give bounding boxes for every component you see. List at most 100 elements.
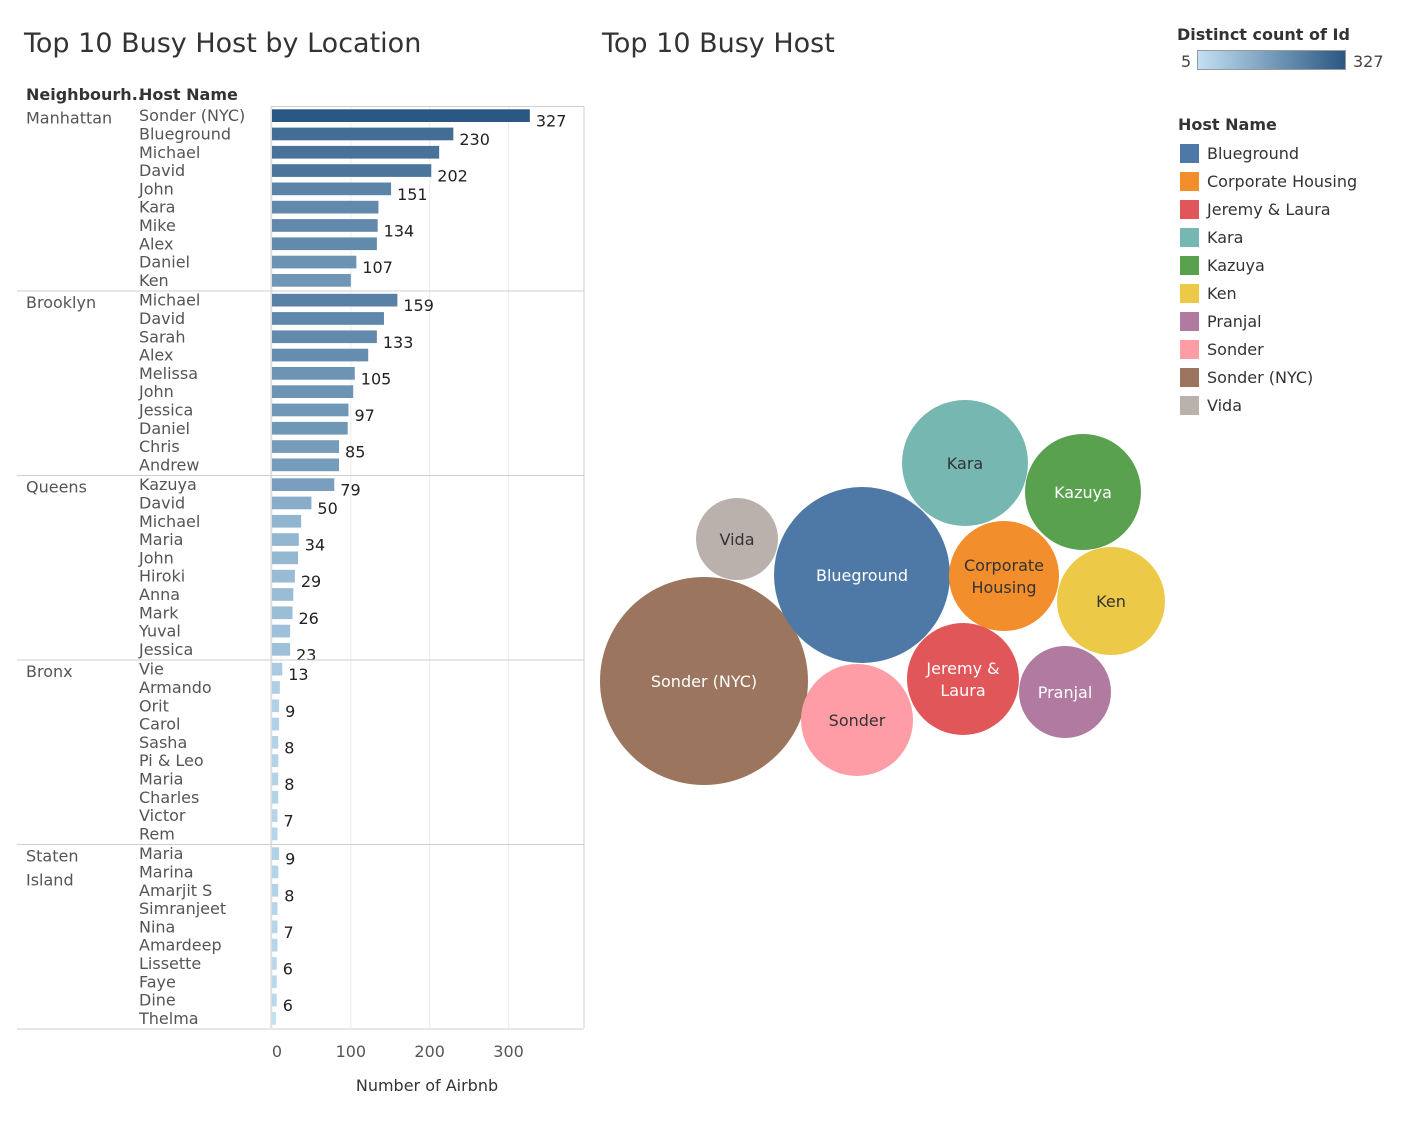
host-label: John [138, 179, 174, 198]
host-label: Chris [139, 437, 180, 456]
bubble-circle[interactable] [696, 498, 778, 580]
bubble-circle[interactable] [1057, 547, 1165, 655]
bubble[interactable]: Jeremy & Laura [907, 623, 1019, 735]
legend-item[interactable]: Kazuya [1180, 251, 1357, 279]
bar[interactable] [272, 1012, 276, 1025]
bar[interactable] [272, 348, 369, 362]
bar[interactable] [272, 883, 279, 897]
neighbourhood-label: Staten [26, 847, 79, 866]
bar[interactable] [272, 478, 335, 491]
bubble[interactable]: Sonder [801, 664, 913, 776]
bar[interactable] [272, 827, 278, 841]
bar[interactable] [272, 145, 440, 159]
bar[interactable] [272, 274, 351, 287]
bar[interactable] [272, 496, 312, 510]
bubble[interactable]: Kazuya [1025, 434, 1141, 550]
bar[interactable] [272, 772, 279, 786]
bar[interactable] [272, 514, 302, 528]
bar[interactable] [272, 255, 357, 269]
bubble-circle[interactable] [949, 521, 1059, 631]
bar[interactable] [272, 902, 278, 915]
bubble-circle[interactable] [1025, 434, 1141, 550]
bubble[interactable]: Vida [696, 498, 778, 580]
bar[interactable] [272, 938, 278, 952]
bar[interactable] [272, 643, 291, 656]
bar[interactable] [272, 717, 280, 731]
bubble-label: Kara [947, 454, 983, 473]
legend-item[interactable]: Pranjal [1180, 308, 1357, 336]
bubble-circle[interactable] [1019, 646, 1111, 738]
bar[interactable] [272, 440, 340, 453]
host-label: Thelma [138, 1009, 199, 1028]
bubble[interactable]: Ken [1057, 547, 1165, 655]
bubble[interactable]: Corporate Housing [949, 521, 1059, 631]
bubble[interactable]: Blueground [774, 487, 950, 663]
bar-value-label: 105 [361, 369, 392, 388]
bar[interactable] [272, 920, 278, 934]
bubble-label: Vida [720, 530, 755, 549]
bar[interactable] [272, 200, 379, 214]
legend-swatch [1180, 368, 1199, 388]
host-label: John [138, 382, 174, 401]
bar[interactable] [272, 533, 299, 546]
host-label: Ken [139, 271, 169, 290]
bar[interactable] [272, 569, 295, 583]
bar[interactable] [272, 957, 277, 970]
bar[interactable] [272, 182, 392, 196]
bar[interactable] [272, 662, 283, 676]
bar[interactable] [272, 809, 278, 822]
bar[interactable] [272, 754, 279, 767]
legend-swatch [1180, 199, 1199, 219]
bar[interactable] [272, 403, 349, 417]
bar[interactable] [272, 330, 377, 344]
bubble-circle[interactable] [902, 400, 1028, 526]
bubble[interactable]: Pranjal [1019, 646, 1111, 738]
bar[interactable] [272, 736, 279, 749]
bubble[interactable]: Sonder (NYC) [600, 577, 808, 785]
legend-swatch [1180, 227, 1199, 247]
bar[interactable] [272, 993, 277, 1007]
bar[interactable] [272, 624, 291, 638]
host-label: Melissa [139, 364, 198, 383]
bar[interactable] [272, 385, 354, 398]
bar-chart: Neighbourh..Host Name Sonder (NYC) 327 Blue… [17, 85, 585, 1095]
bar-value-label: 97 [354, 406, 374, 425]
legend-item[interactable]: Ken [1180, 279, 1357, 307]
bubble-circle[interactable] [907, 623, 1019, 735]
bar[interactable] [272, 847, 280, 860]
bar[interactable] [272, 312, 384, 325]
bar[interactable] [272, 293, 398, 307]
legend-item[interactable]: Sonder [1180, 336, 1357, 364]
bar[interactable] [272, 681, 280, 694]
legend-item[interactable]: Sonder (NYC) [1180, 364, 1357, 392]
bar[interactable] [272, 367, 355, 380]
legend-item[interactable]: Kara [1180, 223, 1357, 251]
legend-item[interactable]: Corporate Housing [1180, 167, 1357, 195]
bar[interactable] [272, 865, 279, 879]
bar[interactable] [272, 164, 432, 177]
legend-label: Sonder (NYC) [1207, 368, 1314, 388]
legend-item[interactable]: Blueground [1180, 139, 1357, 167]
bar-value-label: 8 [284, 775, 294, 794]
bar[interactable] [272, 790, 279, 804]
host-label: Nina [139, 917, 175, 936]
bar[interactable] [272, 588, 294, 601]
legend-item[interactable]: Vida [1180, 392, 1357, 420]
bubble-circle[interactable] [774, 487, 950, 663]
bubble-circle[interactable] [801, 664, 913, 776]
bar[interactable] [272, 458, 340, 472]
legend-label: Kara [1207, 227, 1244, 247]
bar-value-label: 13 [288, 665, 308, 684]
bubble-circle[interactable] [600, 577, 808, 785]
bar[interactable] [272, 699, 280, 713]
bar[interactable] [272, 975, 277, 989]
bar[interactable] [272, 237, 377, 251]
bar[interactable] [272, 421, 348, 435]
bar[interactable] [272, 219, 378, 232]
bar[interactable] [272, 606, 293, 620]
legend-item[interactable]: Jeremy & Laura [1180, 195, 1357, 223]
bar[interactable] [272, 551, 299, 565]
bubble[interactable]: Kara [902, 400, 1028, 526]
bar[interactable] [272, 109, 530, 122]
bar[interactable] [272, 127, 454, 141]
